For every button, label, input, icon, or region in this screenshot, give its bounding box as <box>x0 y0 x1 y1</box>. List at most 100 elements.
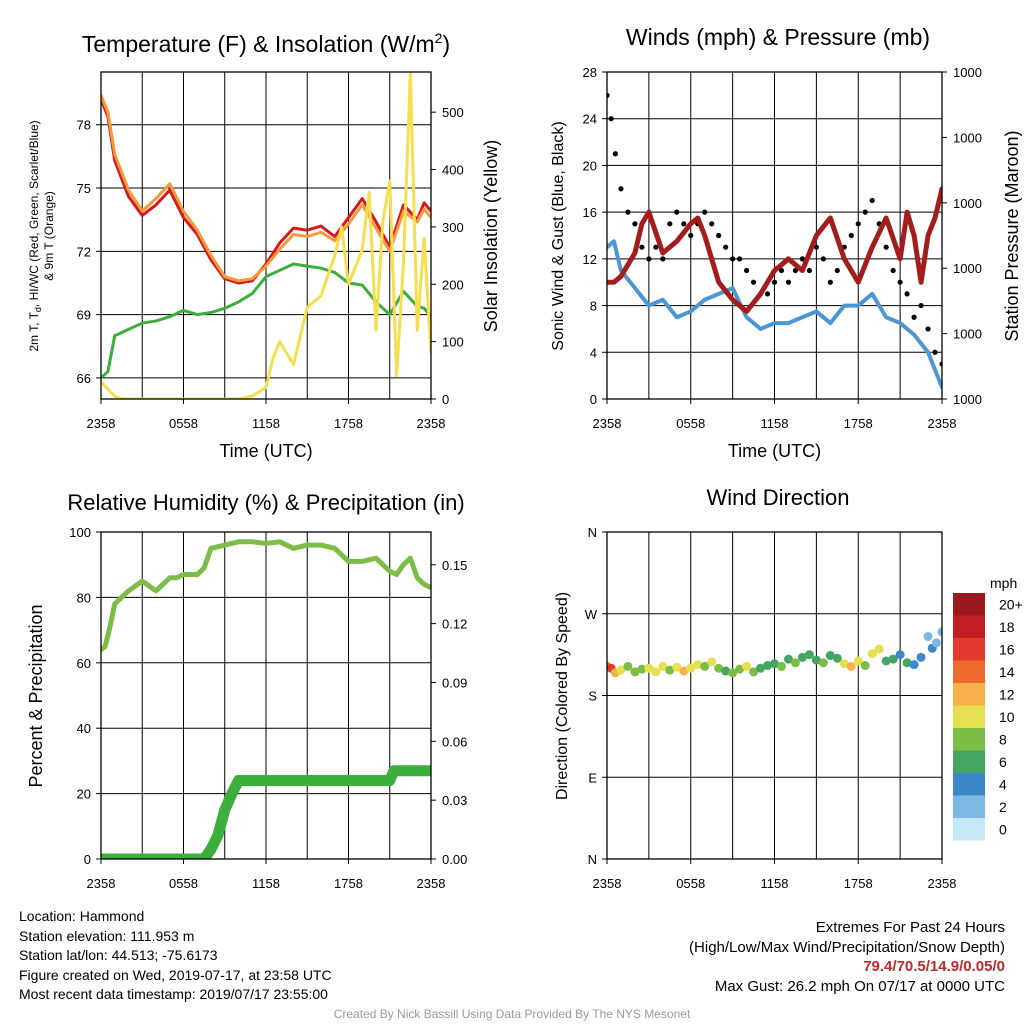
x-tick-label: 2358 <box>87 416 116 431</box>
legend-label: 20+ <box>999 596 1023 612</box>
direction-point <box>749 667 759 677</box>
chart-title: Wind Direction <box>706 485 849 510</box>
direction-point <box>728 668 738 678</box>
title-superscript: 2 <box>435 30 443 46</box>
latlon-text: Station lat/lon: 44.513; -75.6173 <box>19 947 218 963</box>
title-main: Temperature (F) & Insolation (W/m <box>82 31 435 57</box>
direction-point <box>742 661 752 671</box>
direction-point <box>853 656 863 666</box>
gust-point <box>890 267 896 274</box>
legend-label: 18 <box>999 619 1015 635</box>
y-axis-label: Direction (Colored By Speed) <box>554 592 571 800</box>
gust-point <box>834 267 840 274</box>
gust-point <box>646 256 652 262</box>
y-tick-label: 0 <box>590 392 597 407</box>
legend-label: 14 <box>999 664 1015 680</box>
x-axis-label: Time (UTC) <box>219 441 312 461</box>
y-tick-label: 80 <box>77 590 91 605</box>
y-tick-label: 20 <box>77 787 91 802</box>
legend-swatch <box>953 593 985 616</box>
direction-point <box>839 659 849 669</box>
legend-label: 16 <box>999 641 1015 657</box>
data-layer <box>101 72 431 399</box>
y-tick-label: 16 <box>583 205 597 220</box>
direction-point <box>714 663 724 673</box>
gust-point <box>737 256 743 262</box>
panel-4: Wind Direction N E S W N 2358 0558 1158 1758 2358 D… <box>554 485 1023 891</box>
y-tick-label: 78 <box>77 118 91 133</box>
y-axis-label: 2m T, Td, HI/WC (Red, Green, Scarlet/Blu… <box>27 120 43 351</box>
gust-point <box>688 232 694 239</box>
legend-label: 0 <box>999 821 1007 837</box>
y-tick-label: 12 <box>583 252 597 267</box>
direction-point <box>756 663 766 673</box>
gust-point <box>639 244 645 250</box>
y-right-axis-label: Station Pressure (Maroon) <box>1002 130 1022 341</box>
gust-point <box>785 279 792 285</box>
gust-point <box>674 209 680 215</box>
y-axis-label: Percent & Precipitation <box>26 604 46 787</box>
direction-point <box>776 661 786 671</box>
legend-swatch <box>953 660 985 683</box>
direction-point <box>797 652 807 662</box>
sonic-wind-line <box>607 239 942 390</box>
direction-point <box>693 660 703 670</box>
ylabel-part: 2m T, T <box>27 311 41 351</box>
direction-point <box>630 667 640 677</box>
direction-point <box>616 665 626 675</box>
direction-point <box>931 638 941 648</box>
plot-frame <box>100 71 432 400</box>
chart-title: Temperature (F) & Insolation (W/m2) <box>82 30 450 57</box>
gust-point <box>820 256 826 262</box>
y-tick-label: 28 <box>583 65 597 80</box>
x-tick-label: 2358 <box>593 416 622 431</box>
gust-point <box>764 291 771 297</box>
gust-point <box>625 209 631 215</box>
gust-point <box>897 279 903 285</box>
y-right-axis-label: Solar Insolation (Yellow) <box>481 140 501 332</box>
direction-point <box>637 664 647 674</box>
station-info: Location: Hammond Station elevation: 111… <box>19 907 332 1005</box>
gust-point <box>778 267 785 274</box>
x-tick-label: 2358 <box>417 876 446 891</box>
y-right-tick-label: 1000 <box>953 327 982 342</box>
solar-insolation-line <box>101 72 431 399</box>
y-right-tick-label: 1000 <box>953 65 982 80</box>
gust-point <box>653 244 659 250</box>
x-tick-label: 1758 <box>334 876 363 891</box>
data-layer <box>101 539 431 859</box>
gust-point <box>883 244 889 250</box>
plot-frame <box>606 71 943 400</box>
data-layer <box>607 627 942 678</box>
y-right-tick-label: 100 <box>442 335 464 350</box>
direction-point <box>923 631 933 641</box>
legend-label: 2 <box>999 799 1007 815</box>
legend-swatch <box>953 773 985 796</box>
elevation-text: Station elevation: 111.953 m <box>19 927 195 944</box>
panel-3: Relative Humidity (%) & Precipitation (i… <box>26 490 467 891</box>
ylabel-subscript: d <box>33 307 43 312</box>
plot-frame <box>100 531 432 860</box>
y-right-tick-label: 0.03 <box>442 793 467 808</box>
y-right-tick-label: 200 <box>442 277 464 292</box>
extremes-title: Extremes For Past 24 Hours <box>815 919 1005 936</box>
y-axis-label: Sonic Wind & Gust (Blue, Black) <box>550 121 567 350</box>
gust-point <box>681 221 687 227</box>
y-tick-label: 66 <box>77 371 91 386</box>
y-axis-label-line2: & 9m T (Orange) <box>42 191 56 281</box>
y-tick-label: 4 <box>590 345 597 360</box>
legend-label: 4 <box>999 776 1007 792</box>
y-tick-label: 40 <box>77 721 91 736</box>
direction-point <box>909 660 919 670</box>
direction-point <box>874 644 884 654</box>
y-tick-label: 69 <box>77 308 91 323</box>
y-tick-label: 72 <box>77 244 91 259</box>
y-tick-label: E <box>588 770 597 785</box>
x-tick-label: 2358 <box>417 416 446 431</box>
legend-label: 12 <box>999 686 1015 702</box>
gust-point <box>608 116 614 122</box>
legend-swatch <box>953 683 985 706</box>
y-tick-label: N <box>588 852 597 867</box>
direction-point <box>895 650 905 660</box>
chart-title: Winds (mph) & Pressure (mb) <box>626 24 930 50</box>
